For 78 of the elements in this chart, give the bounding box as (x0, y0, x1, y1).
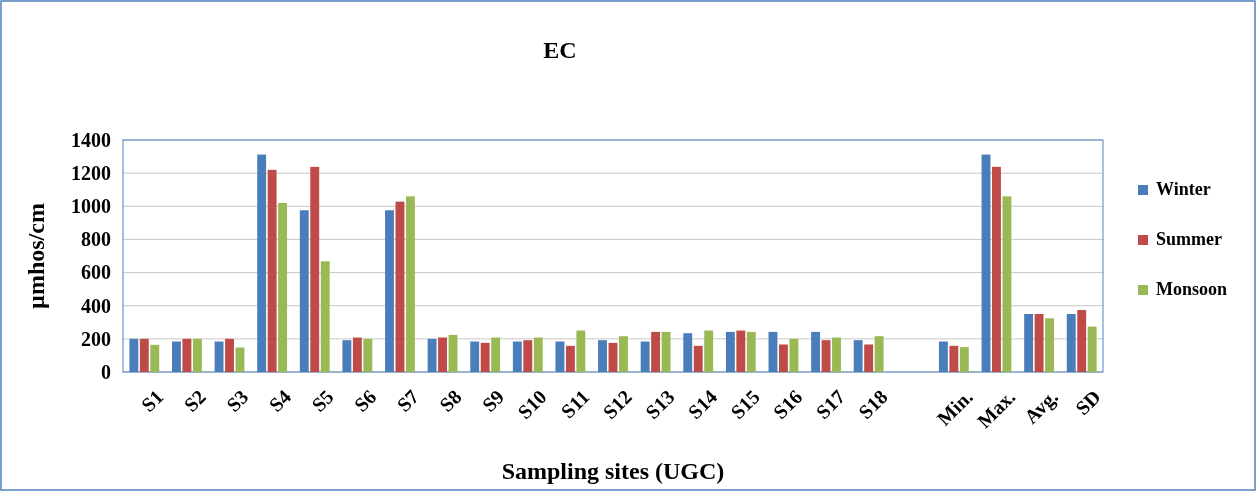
x-tick-label: S13 (641, 385, 679, 423)
bar (150, 344, 160, 372)
bar (576, 330, 586, 372)
bar (523, 340, 533, 372)
bar (651, 331, 661, 372)
bar (992, 166, 1001, 372)
bar (832, 337, 841, 372)
bar (821, 340, 831, 372)
bar (736, 330, 746, 372)
bar (352, 337, 362, 372)
y-tick-label: 400 (81, 294, 111, 317)
bar (565, 345, 575, 372)
bar (693, 345, 703, 372)
bar (491, 337, 501, 372)
y-tick-label: 200 (81, 327, 111, 350)
x-axis-title: Sampling sites (UGC) (501, 458, 725, 484)
bar (959, 347, 969, 372)
bar (608, 342, 618, 372)
bar (864, 344, 874, 372)
x-tick-label: S7 (392, 385, 423, 416)
y-tick-label: 0 (101, 360, 111, 383)
bar (1034, 314, 1044, 372)
bar (448, 334, 458, 372)
x-tick-label: S4 (264, 385, 296, 416)
legend-label: Monsoon (1156, 279, 1228, 299)
y-tick-label: 1000 (71, 195, 111, 218)
bar (320, 261, 330, 372)
x-tick-label: S3 (222, 385, 253, 416)
bar (438, 337, 448, 372)
x-tick-label: S16 (768, 385, 807, 423)
bar (704, 330, 714, 372)
bar (182, 338, 192, 372)
bar (278, 202, 288, 372)
legend-label: Summer (1156, 229, 1222, 249)
bar (225, 338, 234, 372)
bar (235, 347, 245, 372)
bar (1077, 310, 1087, 372)
bar (789, 338, 799, 372)
bar (746, 331, 756, 372)
y-tick-label: 1400 (71, 128, 111, 151)
bar (363, 338, 373, 372)
bar (480, 342, 490, 372)
x-tick-label: S6 (349, 385, 381, 416)
bar (619, 336, 628, 372)
x-tick-label: S5 (307, 385, 338, 416)
bar (1087, 326, 1097, 372)
bar (405, 196, 415, 372)
bar (533, 337, 543, 372)
x-tick-label: S1 (136, 385, 168, 416)
x-tick-label: S17 (811, 385, 850, 423)
x-tick-label: S11 (556, 385, 594, 423)
x-tick-label: S15 (726, 385, 764, 423)
bar (949, 345, 959, 372)
bar (1002, 196, 1012, 372)
x-tick-label: S18 (854, 385, 892, 423)
bar (1045, 318, 1054, 372)
x-tick-label: Avg. (1019, 385, 1063, 429)
legend-label: Winter (1156, 179, 1211, 199)
y-axis-title: µmhos/cm (23, 203, 49, 309)
x-tick-label: SD (1071, 385, 1105, 420)
bar (778, 344, 788, 372)
chart-title: EC (543, 37, 577, 63)
bar (139, 338, 149, 372)
y-tick-label: 800 (81, 228, 111, 251)
x-tick-label: S10 (513, 385, 551, 423)
x-tick-label: S2 (179, 385, 210, 416)
x-tick-label: S9 (477, 385, 509, 416)
y-tick-label: 1200 (71, 162, 111, 185)
bar (874, 336, 884, 372)
bar (192, 338, 202, 372)
y-tick-label: 600 (81, 261, 111, 284)
x-tick-label: S14 (683, 385, 722, 423)
bar (661, 331, 671, 372)
bar (310, 166, 320, 372)
x-tick-label: S8 (435, 385, 466, 416)
x-tick-label: S12 (598, 385, 636, 423)
bar (395, 201, 405, 372)
bar (267, 169, 277, 372)
